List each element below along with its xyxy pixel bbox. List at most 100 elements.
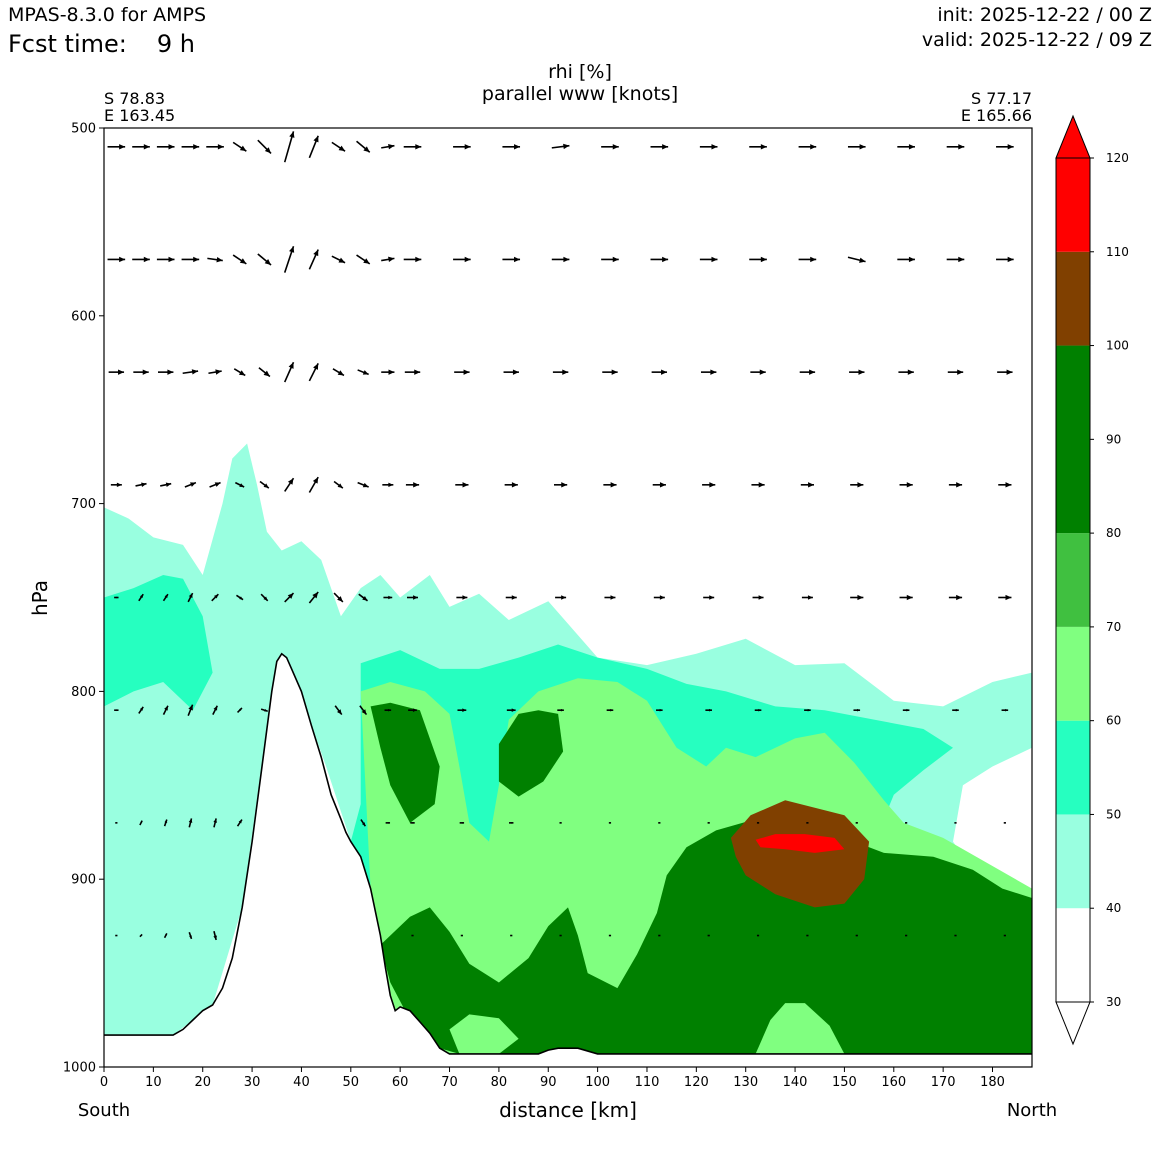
wind-vector	[849, 369, 865, 375]
rh-region-4	[370, 702, 440, 823]
colorbar-segment	[1056, 533, 1090, 627]
wind-vector-head	[215, 369, 222, 375]
wind-vector-head	[193, 256, 200, 263]
wind-vector	[899, 594, 913, 601]
wind-vector-head	[511, 935, 513, 936]
wind-vector-head	[760, 144, 767, 150]
wind-vector	[110, 482, 122, 488]
wind-vector-head	[414, 369, 421, 375]
colorbar-segment	[1056, 251, 1090, 346]
wind-vector-head	[388, 369, 395, 375]
wind-vector-head	[415, 256, 422, 263]
wind-vector	[707, 934, 710, 937]
wind-vector-head	[289, 131, 295, 138]
wind-vector	[403, 256, 422, 263]
wind-vector	[699, 256, 718, 263]
wind-vector-head	[709, 708, 712, 712]
wind-vector	[557, 708, 564, 712]
wind-vector-head	[514, 256, 521, 263]
colorbar-tick-label: 70	[1106, 620, 1121, 634]
wind-vector-head	[759, 369, 766, 375]
wind-vector	[756, 822, 760, 824]
wind-vector-head	[140, 820, 143, 824]
wind-vector	[799, 369, 816, 375]
wind-vector	[308, 135, 319, 159]
colorbar-tick-label: 40	[1106, 901, 1121, 915]
wind-vector	[998, 482, 1012, 488]
wind-vector	[502, 256, 521, 263]
rh-region-6	[380, 815, 1032, 1054]
colorbar-tick-label: 90	[1106, 432, 1121, 446]
plot-frame	[103, 127, 1033, 1068]
y-tick-label: 500	[71, 122, 96, 137]
wind-vector	[804, 708, 811, 712]
wind-vector-head	[338, 145, 346, 152]
wind-vector	[211, 593, 219, 602]
wind-vector	[163, 819, 168, 827]
wind-vector	[115, 934, 118, 937]
wind-vector-head	[955, 708, 959, 712]
wind-vector	[160, 482, 172, 487]
wind-vector-head	[361, 709, 367, 715]
north-end-label: North	[1006, 1100, 1058, 1121]
wind-vector-head	[462, 482, 469, 488]
wind-vector-head	[758, 708, 762, 712]
wind-vector	[187, 704, 194, 716]
wind-vector	[357, 369, 369, 376]
wind-vector	[115, 822, 118, 824]
wind-vector	[460, 934, 463, 937]
wind-vector-head	[907, 369, 914, 375]
wind-vector-head	[188, 704, 193, 711]
terrain	[104, 652, 1032, 1067]
wind-vector	[504, 482, 518, 488]
wind-vector-head	[119, 144, 126, 150]
wind-vector-head	[659, 822, 661, 824]
valid-time: valid: 2025-12-22 / 09 Z	[921, 29, 1152, 51]
wind-vector-head	[363, 258, 370, 264]
wind-vector-head	[263, 596, 268, 601]
wind-vector-head	[337, 596, 343, 602]
wind-vector-head	[164, 933, 167, 936]
wind-vector-head	[1007, 256, 1014, 263]
wind-vector	[334, 705, 343, 716]
wind-vector-head	[908, 144, 915, 150]
wind-vector	[749, 256, 767, 263]
wind-vector	[707, 822, 710, 824]
colorbar-segment	[1056, 720, 1090, 815]
y-tick-label: 600	[71, 309, 96, 324]
wind-vector	[898, 369, 914, 375]
wind-vector-head	[337, 483, 343, 489]
wind-vector-head	[388, 256, 395, 263]
colorbar-segment	[1056, 626, 1090, 721]
wind-vector-head	[388, 482, 394, 488]
wind-vector-head	[955, 935, 957, 936]
wind-vector	[905, 934, 908, 937]
wind-vector-head	[708, 935, 710, 936]
wind-vector-head	[1004, 935, 1006, 936]
wind-vector	[650, 144, 669, 150]
wind-vector-head	[1005, 708, 1009, 712]
wind-vector	[996, 144, 1014, 150]
colorbar-segment	[1056, 908, 1090, 1002]
wind-vector-head	[461, 935, 463, 936]
colorbar-tick-label: 110	[1106, 245, 1129, 259]
wind-vector-head	[612, 144, 619, 150]
wind-vector	[806, 934, 809, 937]
wind-vector	[601, 144, 619, 150]
wind-vector-head	[809, 369, 816, 375]
colorbar-tick-label: 120	[1106, 151, 1129, 165]
y-tick-label: 800	[71, 685, 96, 700]
wind-vector-head	[708, 822, 710, 824]
wind-vector	[998, 594, 1012, 601]
wind-vector	[652, 482, 666, 488]
wind-vector	[132, 144, 150, 150]
wind-vector-head	[193, 144, 200, 150]
wind-vector	[308, 362, 319, 382]
wind-vector	[188, 818, 193, 828]
wind-vector-head	[263, 370, 270, 377]
wind-vector	[947, 369, 964, 375]
wind-vector	[257, 253, 272, 266]
left-longitude: E 163.45	[104, 106, 176, 125]
forecast-time-value: 9 h	[156, 30, 195, 58]
